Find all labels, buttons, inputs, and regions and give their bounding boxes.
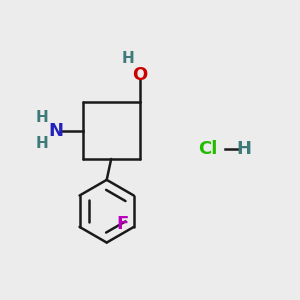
Text: H: H (122, 51, 135, 66)
Text: Cl: Cl (199, 140, 218, 158)
Text: N: N (48, 122, 63, 140)
Text: H: H (35, 136, 48, 151)
Text: H: H (237, 140, 252, 158)
Text: H: H (35, 110, 48, 125)
Text: F: F (116, 215, 129, 233)
Text: O: O (132, 66, 147, 84)
